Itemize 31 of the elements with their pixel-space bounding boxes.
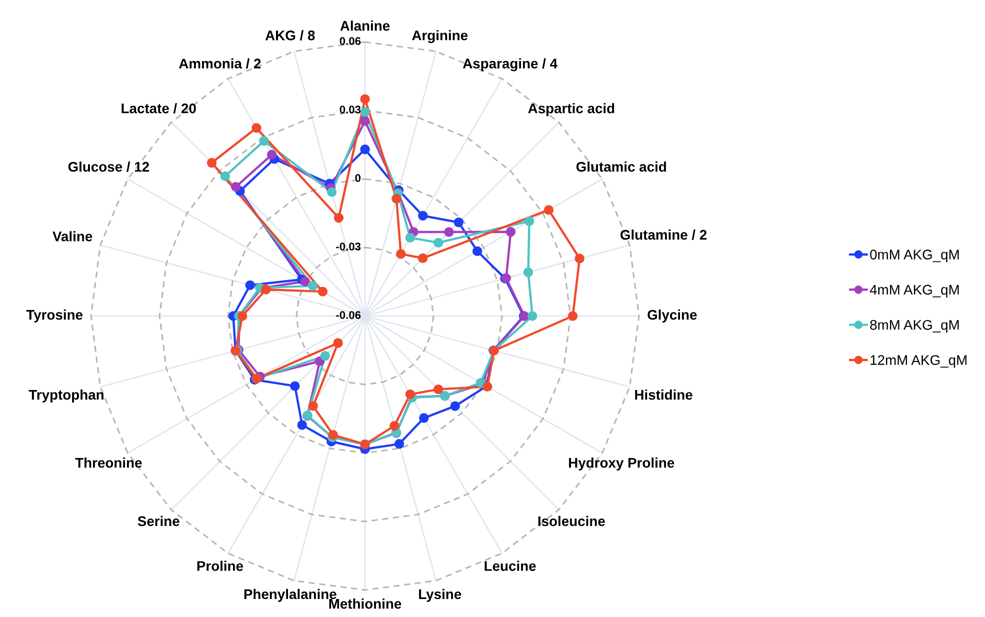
spoke-label: Asparagine / 4 [462, 58, 558, 72]
spoke-label: Serine [138, 516, 180, 526]
y-tick-label: 0.06 [340, 37, 361, 45]
spoke-label: Ammonia / 2 [179, 58, 261, 69]
spoke-label: Tryptophan [28, 390, 104, 402]
legend-label: 0mM AKG_qM [870, 250, 959, 262]
spoke-label: Threonine [75, 458, 142, 468]
y-tick-label: -0.03 [336, 242, 361, 250]
legend-label: 12mM AKG_qM [870, 355, 966, 368]
spoke-label: Hydroxy Proline [569, 458, 674, 470]
spoke-label: Glutamic acid [576, 162, 666, 172]
y-tick-label: 0 [355, 174, 361, 182]
spoke-label: Leucine [484, 560, 536, 571]
spoke-label: Aspartic acid [528, 103, 614, 116]
spoke-label: Valine [52, 231, 92, 242]
y-tick-label: 0.03 [340, 106, 361, 114]
spoke-label: Arginine [412, 30, 468, 44]
spoke-label: Proline [197, 560, 244, 571]
spoke-label: Lysine [419, 588, 462, 602]
legend-label: 8mM AKG_qM [870, 320, 959, 333]
spoke-label: Tyrosine [26, 310, 83, 322]
spoke-label: Histidine [635, 390, 692, 400]
spoke-label: Glucose / 12 [68, 162, 150, 172]
legend-label: 4mM AKG_qM [870, 284, 959, 298]
spoke-label: AKG / 8 [265, 30, 315, 40]
y-tick-label: -0.06 [336, 311, 361, 319]
spoke-label: Alanine [340, 20, 390, 31]
spoke-label: Glycine [648, 310, 697, 322]
spoke-label: Lactate / 20 [122, 103, 196, 114]
spoke-label: Glutamine / 2 [620, 230, 707, 240]
spoke-label: Isoleucine [538, 516, 605, 526]
